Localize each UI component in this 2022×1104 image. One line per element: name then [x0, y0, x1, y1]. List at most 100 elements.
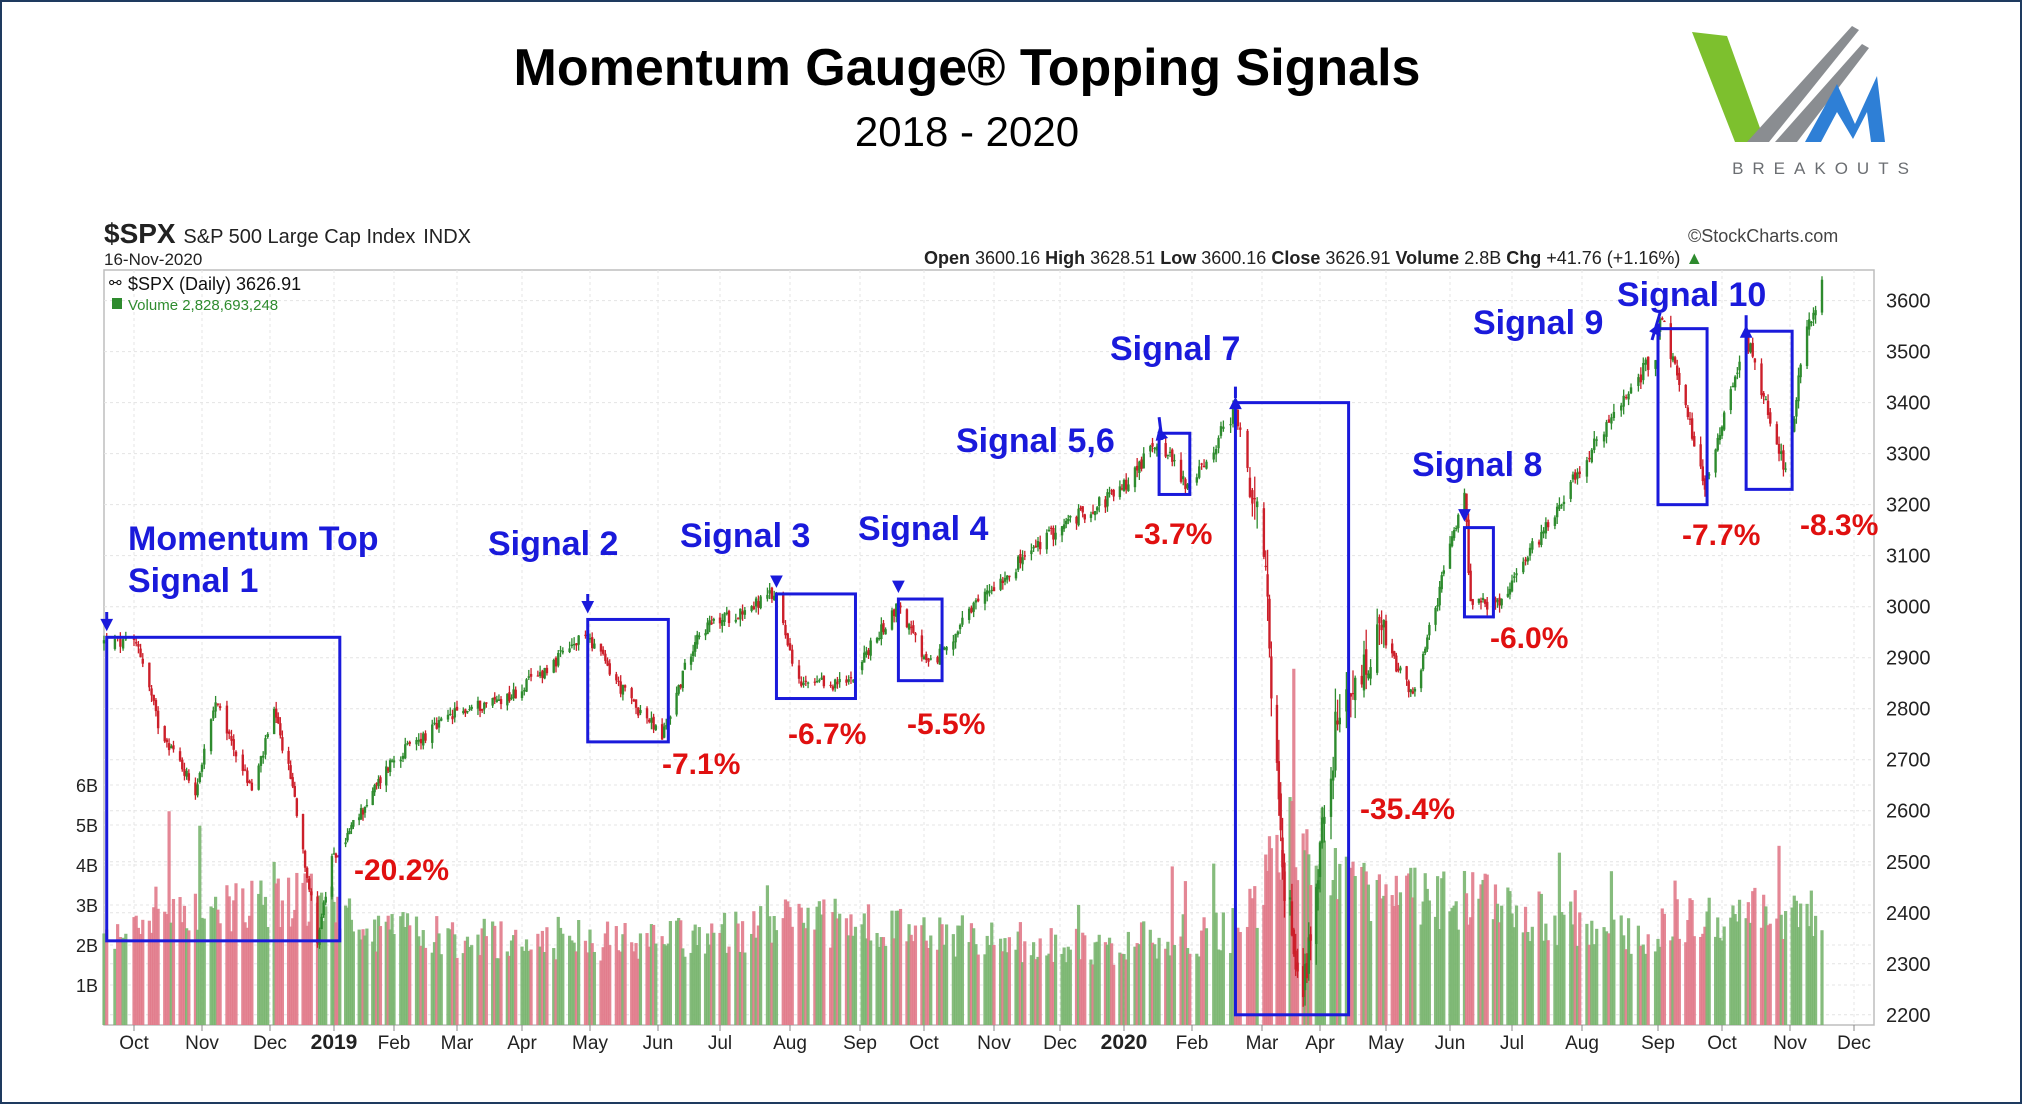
volume-bar [1805, 903, 1809, 1025]
volume-bar [924, 940, 928, 1025]
volume-bar [972, 928, 976, 1025]
candle-body [1703, 478, 1707, 490]
candle-body [536, 675, 540, 677]
candle-body [784, 624, 787, 636]
candle-body [1688, 418, 1692, 420]
volume-bar [505, 951, 509, 1025]
volume-bar [1045, 955, 1049, 1025]
candle-body [1089, 514, 1093, 518]
candle-body [1006, 575, 1009, 580]
candle-body [1275, 704, 1279, 763]
logo-blue-m [1805, 76, 1885, 142]
candle-body [712, 619, 715, 621]
candle-body [1590, 449, 1594, 463]
volume-bar [320, 892, 324, 1025]
volume-bar [1142, 921, 1146, 1025]
candle-body [1506, 593, 1510, 597]
candle-body [899, 605, 902, 608]
volume-bar [1590, 920, 1594, 1025]
candle-body [1434, 607, 1437, 625]
date-tick-label: Oct [119, 1033, 149, 1054]
volume-bar [623, 923, 627, 1025]
candle-body [392, 760, 396, 763]
volume-bar [1542, 940, 1546, 1025]
candle-body [1321, 817, 1324, 844]
candle-body [377, 779, 380, 787]
candle-body [689, 656, 693, 665]
candle-body [154, 699, 158, 712]
volume-bar [1110, 943, 1114, 1025]
volume-bar [1064, 962, 1068, 1025]
candle-body [497, 699, 501, 701]
volume-bar [1344, 856, 1348, 1025]
volume-bar [1514, 905, 1519, 1025]
volume-bar [706, 933, 710, 1025]
candle-body [1642, 362, 1645, 381]
volume-bar [896, 910, 900, 1025]
volume-bar [357, 929, 361, 1025]
candle-body [1729, 389, 1732, 411]
volume-bar [554, 959, 558, 1025]
volume-bar [772, 916, 776, 1025]
volume-bar [1493, 884, 1498, 1025]
volume-bar [1188, 953, 1192, 1025]
candle-body [1281, 837, 1284, 868]
volume-bar [1139, 922, 1144, 1025]
candle-body [1378, 616, 1381, 624]
volume-bar [1814, 915, 1818, 1025]
close-label: Close [1271, 248, 1321, 268]
volume-bar [432, 942, 437, 1025]
candle-body [606, 660, 609, 666]
candle-body [234, 751, 238, 757]
volume-bar [446, 928, 450, 1025]
candle-body [1054, 532, 1057, 540]
signal-arrow-head [1649, 322, 1661, 337]
volume-bar [401, 912, 405, 1025]
candle-body [867, 649, 870, 655]
volume-bar [399, 916, 403, 1025]
volume-bar [1612, 919, 1616, 1025]
candle-body [348, 830, 351, 835]
candle-body [1701, 466, 1704, 482]
volume-bar [974, 944, 978, 1025]
volume-bar [1168, 955, 1172, 1025]
volume-bar [1467, 924, 1471, 1025]
volume-bar [1512, 927, 1516, 1025]
candle-body [1110, 490, 1113, 492]
volume-bar [419, 945, 423, 1025]
candle-body [1369, 667, 1372, 679]
volume-bar [1506, 887, 1510, 1025]
candle-body [1182, 476, 1185, 480]
volume-bar [1673, 880, 1677, 1025]
candle-body [972, 602, 975, 612]
candle-body [449, 713, 452, 716]
candle-body [639, 710, 642, 714]
candle-body [1624, 396, 1628, 399]
candle-body [1442, 570, 1446, 574]
candle-body [1820, 279, 1824, 313]
candle-body [623, 685, 627, 688]
candle-body [279, 723, 282, 736]
plot-area [103, 269, 1875, 1026]
candle-body [1605, 422, 1608, 437]
candle-body [1050, 527, 1053, 529]
volume-bar [334, 922, 338, 1025]
volume-bar [1318, 864, 1322, 1025]
volume-bar [734, 911, 738, 1025]
candle-body [1354, 677, 1357, 701]
candle-body [295, 798, 299, 816]
candle-body [619, 681, 622, 694]
volume-bar [480, 928, 484, 1025]
volume-bar [514, 929, 518, 1025]
candle-body [1323, 816, 1326, 824]
volume-bar [884, 945, 888, 1025]
candle-body [1151, 443, 1154, 447]
volume-bar [1353, 875, 1357, 1025]
candle-body [895, 603, 898, 617]
signal-box [1462, 526, 1495, 619]
candle-body [1264, 565, 1267, 568]
candle-body [310, 891, 313, 896]
candle-body [363, 806, 367, 813]
candle-body [187, 773, 191, 781]
volume-bar [1544, 923, 1548, 1025]
